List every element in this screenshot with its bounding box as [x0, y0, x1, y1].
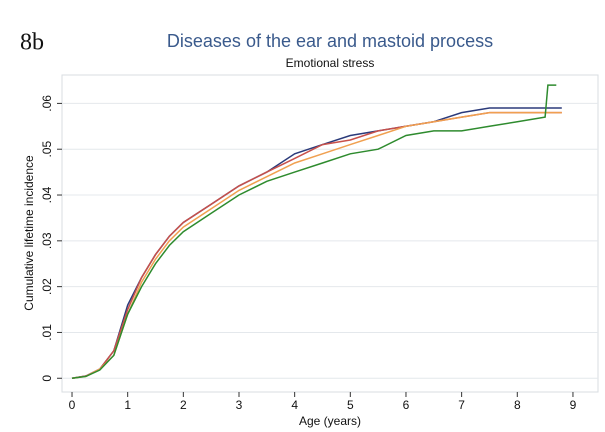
x-tick-label: 4 — [291, 398, 298, 412]
chart-title: Diseases of the ear and mastoid process — [167, 31, 493, 51]
x-tick-label: 1 — [124, 398, 131, 412]
panel-label: 8b — [20, 30, 44, 56]
y-tick-label: .05 — [40, 141, 54, 158]
y-tick-label: .03 — [40, 232, 54, 249]
y-tick-label: .04 — [40, 186, 54, 203]
y-tick-label: .02 — [40, 278, 54, 295]
x-tick-label: 6 — [403, 398, 410, 412]
x-axis-title: Age (years) — [299, 414, 361, 428]
line-series — [71, 107, 562, 380]
x-tick-label: 5 — [347, 398, 354, 412]
x-tick-label: 8 — [514, 398, 521, 412]
y-axis-title: Cumulative lifetime incidence — [22, 155, 36, 311]
y-tick-label: .06 — [40, 95, 54, 112]
chart-subtitle: Emotional stress — [286, 56, 375, 70]
x-tick-label: 7 — [458, 398, 465, 412]
x-tick-label: 0 — [69, 398, 76, 412]
line-series — [71, 84, 557, 380]
plot-area — [61, 74, 599, 393]
y-tick-label: 0 — [40, 375, 54, 382]
x-tick-label: 9 — [570, 398, 577, 412]
x-tick-label: 2 — [180, 398, 187, 412]
y-tick-label: .01 — [40, 324, 54, 341]
x-tick-label: 3 — [236, 398, 243, 412]
